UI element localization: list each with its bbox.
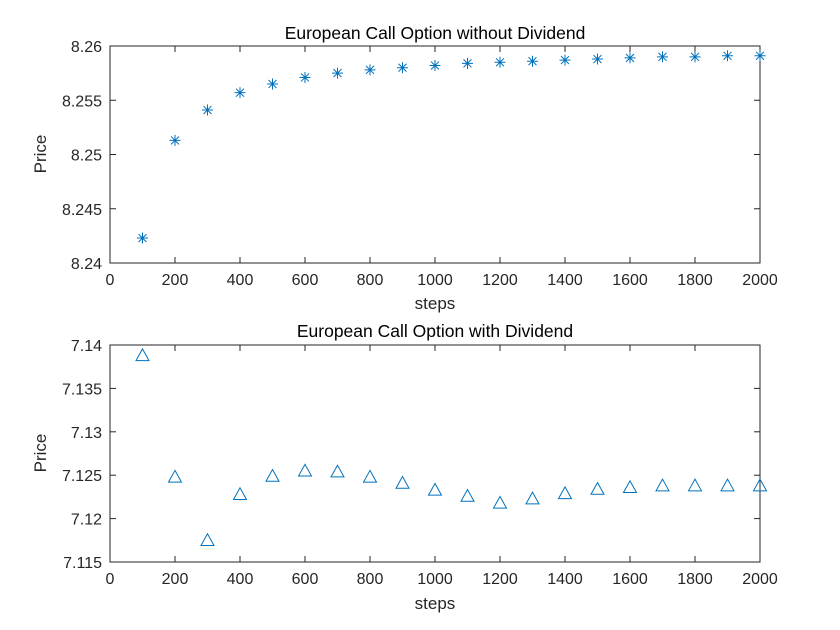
chart-bottom-data-point — [297, 463, 313, 477]
chart-top: European Call Option without Dividend st… — [31, 23, 778, 313]
chart-bottom-ytick-label: 7.125 — [62, 468, 102, 485]
chart-bottom-data-point — [200, 532, 215, 546]
chart-top-xtick-label: 2000 — [742, 272, 778, 289]
chart-bottom-data-point — [330, 464, 345, 478]
chart-top-data-point — [429, 60, 441, 72]
chart-bottom-data-point — [655, 478, 670, 492]
chart-top-data-point — [494, 56, 506, 68]
chart-bottom-data-point — [687, 478, 703, 492]
chart-bottom-ytick-label: 7.135 — [62, 381, 102, 398]
chart-top-xtick-label: 800 — [357, 272, 384, 289]
chart-bottom-title: European Call Option with Dividend — [297, 321, 573, 341]
chart-bottom-xtick-label: 1200 — [482, 571, 518, 588]
chart-top-data-point — [722, 50, 733, 62]
chart-top-xlabel: steps — [415, 294, 456, 313]
chart-top-plot-area — [109, 45, 761, 264]
chart-bottom-data-point — [720, 478, 735, 492]
chart-bottom-ytick-label: 7.13 — [71, 425, 102, 442]
chart-bottom-xtick-label: 800 — [357, 571, 384, 588]
chart-top-ylabel: Price — [31, 135, 50, 174]
chart-bottom-xtick-label: 1600 — [612, 571, 648, 588]
chart-bottom-data-point — [590, 481, 605, 495]
chart-bottom-data-point — [492, 495, 508, 509]
chart-bottom-plot-area — [109, 344, 761, 563]
chart-top-data-point — [559, 54, 571, 66]
chart-bottom-ytick-label: 7.14 — [71, 338, 102, 355]
chart-top-data-point — [299, 71, 311, 83]
chart-top-xtick-label: 1200 — [482, 272, 518, 289]
chart-bottom-xtick-label: 400 — [227, 571, 254, 588]
chart-bottom-xtick-label: 600 — [292, 571, 319, 588]
chart-top-xtick-label: 1600 — [612, 272, 648, 289]
chart-top-xtick-label: 400 — [227, 272, 254, 289]
chart-top-title: European Call Option without Dividend — [285, 23, 586, 43]
chart-top-xtick-label: 1800 — [677, 272, 713, 289]
chart-top-data-point — [332, 67, 343, 79]
chart-top-data-point — [169, 134, 181, 146]
chart-bottom-data-point — [167, 469, 183, 483]
chart-top-data-point — [592, 53, 603, 65]
chart-top-ytick-label: 8.26 — [71, 39, 102, 56]
chart-bottom-xtick-label: 0 — [106, 571, 115, 588]
chart-top-data-point — [234, 87, 246, 99]
chart-bottom-data-point — [427, 482, 443, 496]
chart-bottom-ytick-label: 7.12 — [71, 512, 102, 529]
chart-bottom-data-point — [460, 488, 475, 502]
chart-bottom-data-point — [395, 475, 410, 489]
chart-top-ytick-label: 8.25 — [71, 148, 102, 165]
chart-top-data-point — [364, 64, 376, 76]
chart-top-xtick-label: 200 — [162, 272, 189, 289]
chart-bottom-xtick-label: 2000 — [742, 571, 778, 588]
chart-bottom-xtick-label: 1000 — [417, 571, 453, 588]
chart-top-data-point — [527, 55, 538, 67]
chart-top-data-point — [397, 62, 408, 74]
chart-bottom-data-point — [265, 468, 280, 482]
chart-top-data-point — [624, 52, 636, 64]
chart-bottom-data-point — [232, 486, 248, 500]
chart-top-xtick-label: 1400 — [547, 272, 583, 289]
chart-top-ytick-label: 8.245 — [62, 202, 102, 219]
chart-bottom-xtick-label: 200 — [162, 571, 189, 588]
chart-bottom-xlabel: steps — [415, 594, 456, 613]
chart-top-data-point — [137, 232, 148, 244]
chart-top-data-point — [689, 51, 701, 63]
chart-bottom-data-point — [752, 478, 768, 492]
chart-bottom-data-point — [622, 479, 638, 494]
chart-bottom-data-point — [525, 491, 540, 505]
chart-top-ytick-label: 8.24 — [71, 256, 102, 273]
chart-bottom-data-point — [362, 469, 378, 483]
chart-top-xtick-label: 1000 — [417, 272, 453, 289]
chart-bottom-xtick-label: 1400 — [547, 571, 583, 588]
chart-top-xtick-label: 0 — [106, 272, 115, 289]
chart-top-data-point — [267, 78, 278, 90]
chart-bottom-xtick-label: 1800 — [677, 571, 713, 588]
chart-top-data-point — [462, 57, 473, 69]
chart-bottom-ytick-label: 7.115 — [63, 555, 102, 572]
chart-top-data-point — [657, 51, 668, 63]
chart-bottom: European Call Option with Dividend steps… — [31, 321, 778, 613]
chart-bottom-data-point — [557, 485, 573, 500]
chart-top-xtick-label: 600 — [292, 272, 319, 289]
chart-bottom-data-point — [135, 347, 150, 362]
chart-bottom-ylabel: Price — [31, 434, 50, 473]
chart-top-data-point — [754, 50, 766, 62]
chart-top-ytick-label: 8.255 — [62, 93, 102, 110]
chart-top-data-point — [202, 104, 213, 116]
